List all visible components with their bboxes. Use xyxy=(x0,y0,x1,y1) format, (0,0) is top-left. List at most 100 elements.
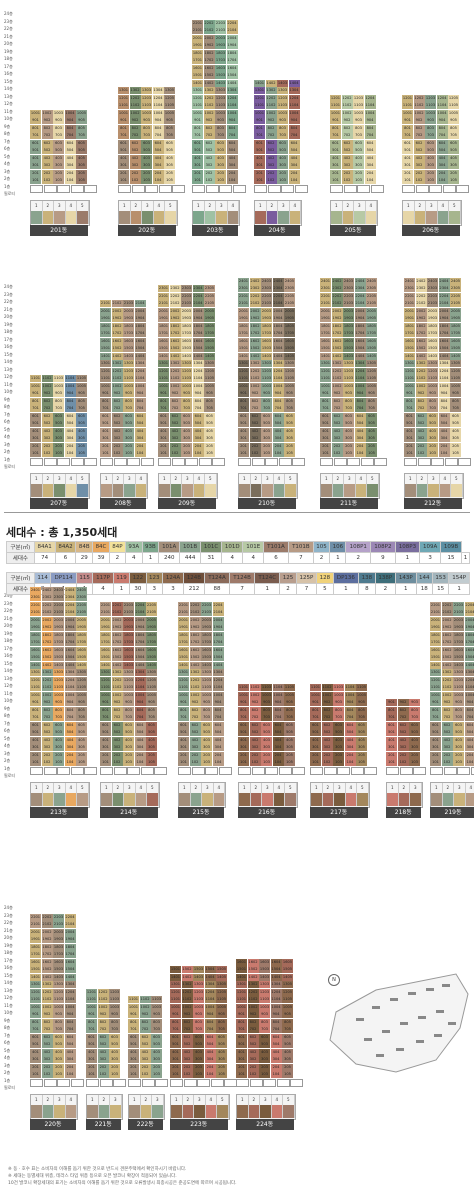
unit-cell[interactable]: 1402 xyxy=(169,352,181,360)
unit-cell[interactable]: 701 xyxy=(402,132,413,139)
unit-cell[interactable]: 1803 xyxy=(123,631,134,639)
unit-cell[interactable]: 2204 xyxy=(64,913,76,921)
unit-cell[interactable]: 601 xyxy=(402,139,413,147)
unit-cell[interactable]: 1003 xyxy=(141,109,152,117)
unit-cell[interactable]: 805 xyxy=(284,397,295,405)
unit-cell[interactable]: 801 xyxy=(30,397,41,405)
unit-cell[interactable] xyxy=(415,184,429,193)
unit-cell[interactable]: 804 xyxy=(288,124,300,132)
unit-cell[interactable]: 1202 xyxy=(441,676,453,684)
unit-cell[interactable]: 1204 xyxy=(152,94,164,102)
unit-cell[interactable]: 102 xyxy=(397,759,409,766)
unit-cell[interactable]: 1402 xyxy=(41,661,53,669)
unit-cell[interactable]: 1801 xyxy=(100,322,111,330)
unit-cell[interactable]: 1002 xyxy=(129,109,141,117)
unit-cell[interactable]: 703 xyxy=(427,405,438,412)
unit-cell[interactable]: 2003 xyxy=(343,307,354,315)
unit-cell[interactable]: 202 xyxy=(331,442,343,450)
unit-cell[interactable]: 1802 xyxy=(203,49,215,57)
unit-cell[interactable]: 401 xyxy=(386,736,397,744)
unit-cell[interactable]: 2105 xyxy=(76,609,87,616)
unit-cell[interactable]: 1904 xyxy=(134,624,146,631)
unit-cell[interactable]: 501 xyxy=(310,729,321,736)
unit-cell[interactable] xyxy=(70,184,84,193)
unit-cell[interactable]: 1102 xyxy=(203,102,215,109)
unit-cell[interactable] xyxy=(413,766,426,775)
unit-cell[interactable]: 1504 xyxy=(272,345,284,352)
unit-cell[interactable] xyxy=(360,457,374,466)
unit-cell[interactable]: 201 xyxy=(236,1063,247,1071)
unit-cell[interactable]: 1802 xyxy=(249,322,261,330)
unit-cell[interactable]: 1104 xyxy=(272,375,284,382)
unit-cell[interactable]: 304 xyxy=(464,744,474,751)
unit-cell[interactable]: 1501 xyxy=(100,345,111,352)
unit-cell[interactable]: 1003 xyxy=(53,109,64,117)
unit-cell[interactable]: 503 xyxy=(193,1041,204,1048)
unit-cell[interactable]: 802 xyxy=(41,124,53,132)
unit-cell[interactable]: 501 xyxy=(30,729,41,736)
unit-cell[interactable]: 1404 xyxy=(192,352,204,360)
unit-cell[interactable]: 803 xyxy=(151,1018,162,1026)
unit-cell[interactable]: 1801 xyxy=(30,943,41,951)
unit-cell[interactable]: 602 xyxy=(181,1033,193,1041)
unit-cell[interactable]: 304 xyxy=(272,435,284,442)
unit-cell[interactable]: 902 xyxy=(189,699,201,706)
unit-cell[interactable]: 2104 xyxy=(226,27,238,34)
unit-cell[interactable]: 1605 xyxy=(282,958,293,966)
unit-cell[interactable]: 605 xyxy=(146,721,157,729)
unit-cell[interactable]: 1001 xyxy=(158,382,169,390)
unit-cell[interactable]: 803 xyxy=(453,706,464,714)
unit-cell[interactable]: 702 xyxy=(111,714,123,721)
unit-cell[interactable]: 601 xyxy=(128,1033,139,1041)
unit-cell[interactable]: 1304 xyxy=(288,87,300,94)
unit-cell[interactable]: 405 xyxy=(366,427,377,435)
unit-cell[interactable]: 1201 xyxy=(118,94,129,102)
unit-cell[interactable]: 701 xyxy=(158,405,169,412)
unit-cell[interactable]: 1101 xyxy=(86,996,97,1003)
unit-cell[interactable]: 304 xyxy=(364,162,376,169)
unit-cell[interactable]: 1201 xyxy=(178,676,189,684)
unit-cell[interactable]: 104 xyxy=(64,759,76,766)
unit-cell[interactable]: 801 xyxy=(100,706,111,714)
unit-cell[interactable]: 1102 xyxy=(111,375,123,382)
unit-cell[interactable]: 2205 xyxy=(76,601,87,609)
unit-cell[interactable]: 603 xyxy=(261,721,272,729)
unit-cell[interactable]: 402 xyxy=(247,1048,259,1056)
unit-cell[interactable]: 1005 xyxy=(146,691,157,699)
unit-cell[interactable]: 2001 xyxy=(430,616,441,624)
unit-cell[interactable]: 103 xyxy=(53,1071,64,1078)
unit-cell[interactable] xyxy=(265,457,278,466)
unit-cell[interactable]: 802 xyxy=(249,397,261,405)
unit-cell[interactable]: 704 xyxy=(134,405,146,412)
unit-cell[interactable]: 201 xyxy=(320,442,331,450)
unit-cell[interactable]: 404 xyxy=(438,427,450,435)
unit-cell[interactable]: 803 xyxy=(333,706,344,714)
unit-cell[interactable]: 105 xyxy=(284,450,295,457)
unit-cell[interactable]: 703 xyxy=(409,714,420,721)
unit-cell[interactable]: 1901 xyxy=(404,315,415,322)
unit-cell[interactable]: 605 xyxy=(366,412,377,420)
unit-cell[interactable]: 2103 xyxy=(343,300,354,307)
unit-cell[interactable]: 604 xyxy=(464,721,474,729)
unit-cell[interactable]: 2002 xyxy=(249,307,261,315)
unit-cell[interactable]: 1603 xyxy=(181,337,192,345)
unit-cell[interactable]: 1401 xyxy=(236,973,247,981)
unit-cell[interactable]: 903 xyxy=(53,117,64,124)
unit-cell[interactable]: 604 xyxy=(134,412,146,420)
unit-cell[interactable]: 1004 xyxy=(192,382,204,390)
unit-cell[interactable]: 1504 xyxy=(464,654,474,661)
unit-cell[interactable]: 1202 xyxy=(413,94,425,102)
unit-cell[interactable]: 304 xyxy=(436,162,448,169)
unit-cell[interactable]: 2102 xyxy=(111,609,123,616)
unit-cell[interactable]: 1905 xyxy=(450,315,461,322)
unit-cell[interactable]: 1201 xyxy=(192,94,203,102)
unit-cell[interactable]: 1404 xyxy=(354,352,366,360)
unit-cell[interactable]: 1501 xyxy=(170,966,181,973)
unit-cell[interactable]: 704 xyxy=(272,714,284,721)
unit-cell[interactable]: 1502 xyxy=(441,654,453,661)
unit-cell[interactable]: 702 xyxy=(265,132,277,139)
unit-cell[interactable]: 1003 xyxy=(53,382,64,390)
unit-cell[interactable] xyxy=(404,457,417,466)
unit-cell[interactable]: 403 xyxy=(193,1048,204,1056)
unit-cell[interactable]: 1804 xyxy=(212,631,224,639)
